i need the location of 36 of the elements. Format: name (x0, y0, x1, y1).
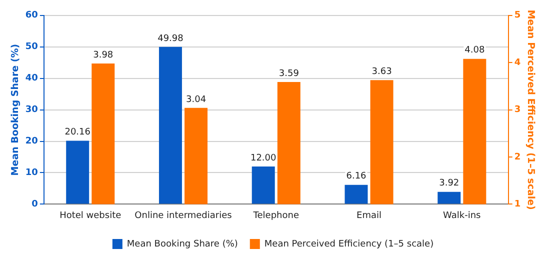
y2-tick-label: 2 (514, 152, 521, 162)
x-tick-label: Telephone (252, 210, 300, 221)
y-tick-label: 50 (25, 42, 38, 52)
data-label: 3.63 (372, 66, 392, 77)
y2-tick-label: 1 (514, 200, 521, 210)
bar (158, 46, 182, 204)
data-label: 12.00 (250, 153, 277, 164)
y-tick-label: 60 (25, 10, 38, 21)
x-tick-label: Walk-ins (443, 210, 482, 221)
data-label: 6.16 (346, 172, 367, 182)
data-label: 3.59 (278, 68, 300, 79)
y-axis-title: Mean Booking Share (%) (10, 44, 22, 176)
data-label: 3.92 (439, 178, 460, 189)
y-tick-label: 10 (25, 168, 38, 178)
legend-label: Mean Perceived Efficiency (1–5 scale) (264, 239, 434, 250)
y-tick-label: 20 (25, 136, 38, 147)
x-tick-label: Online intermediaries (134, 210, 232, 221)
legend-label: Mean Booking Share (%) (126, 239, 238, 250)
y2-tick-label: 5 (514, 10, 521, 21)
bar (344, 184, 368, 204)
bar (66, 140, 90, 204)
data-label: 49.98 (158, 34, 184, 44)
y-tick-label: 0 (32, 200, 38, 210)
data-label: 4.08 (464, 46, 485, 56)
data-label: 3.98 (93, 50, 114, 60)
y-tick-label: 30 (25, 105, 38, 116)
y2-axis-title: Mean Perceived Efficiency (1–5 scale) (524, 10, 536, 210)
x-tick-label: Email (356, 210, 382, 221)
bar (438, 192, 461, 204)
x-tick-label: Hotel website (60, 210, 122, 221)
data-label: 3.04 (186, 94, 206, 105)
y2-tick-label: 3 (514, 105, 521, 116)
bar (252, 166, 275, 204)
y2-tick-label: 4 (514, 58, 521, 68)
data-label: 20.16 (64, 128, 91, 138)
y-tick-label: 40 (25, 74, 38, 84)
